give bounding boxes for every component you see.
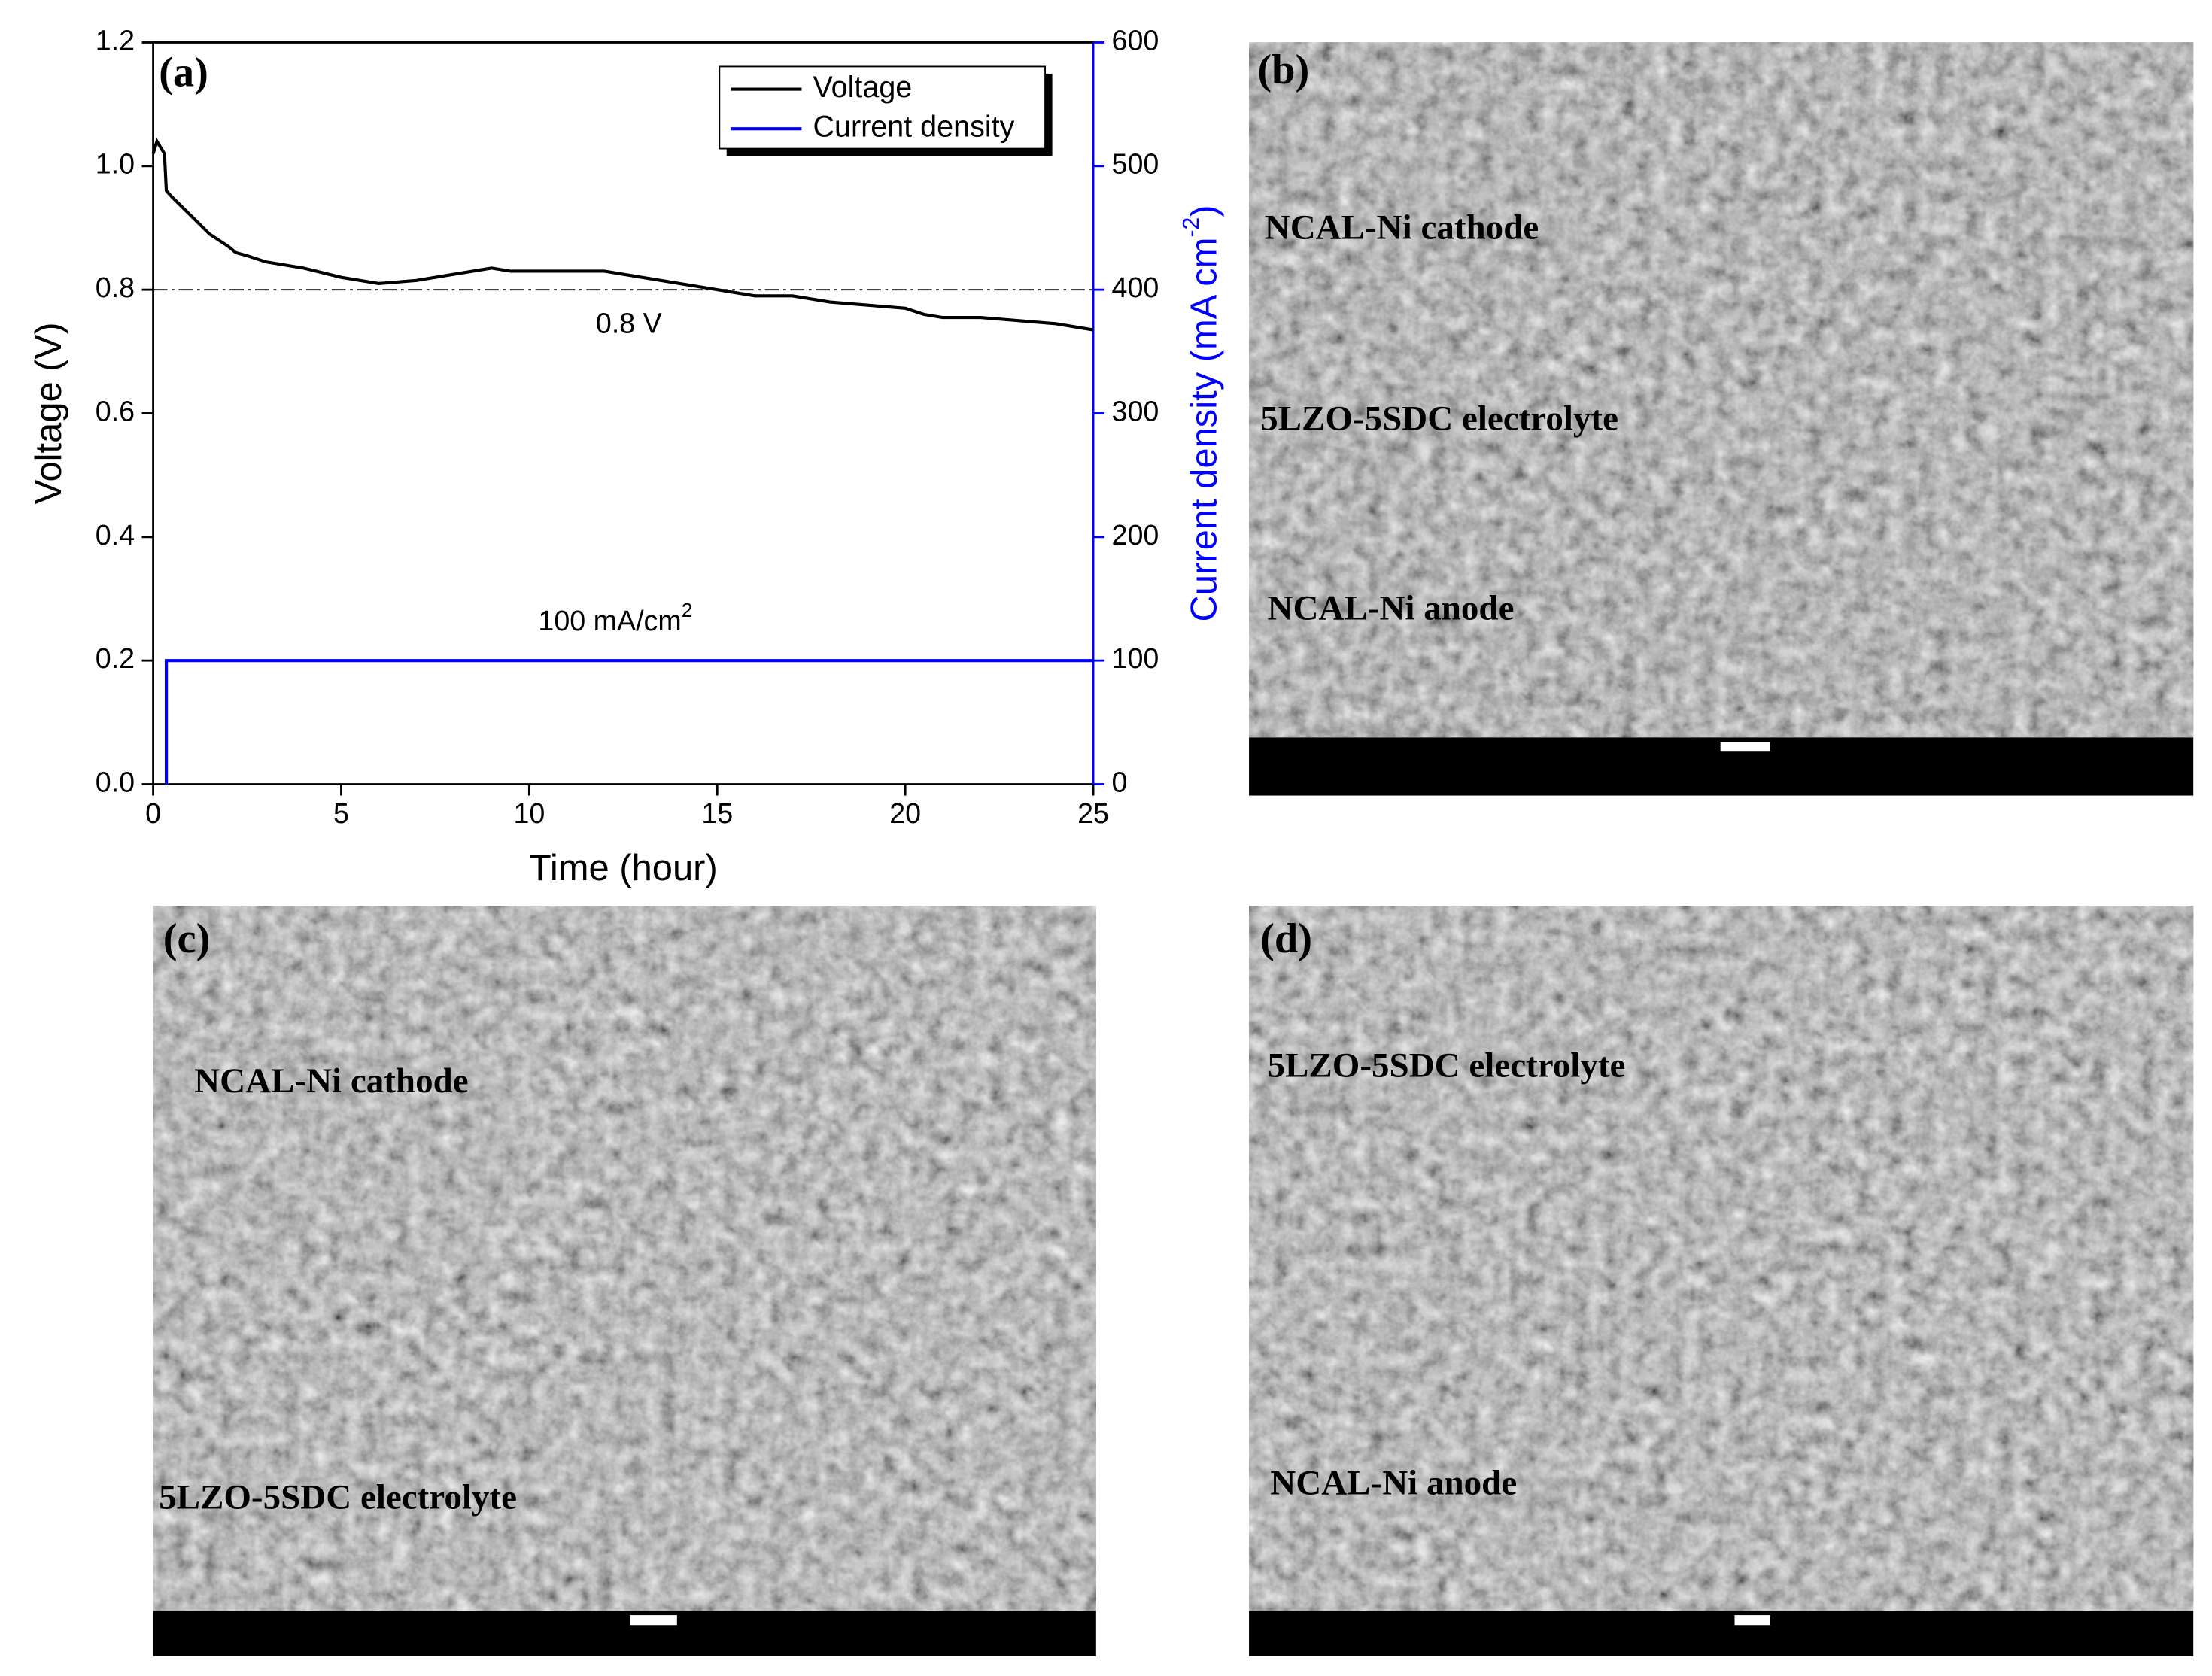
sem-info-bar [1249,1611,2194,1656]
x-tick-label: 0 [145,797,161,829]
info-text: WD 9.5mm [868,1637,943,1654]
legend-label: Current density [813,111,1014,144]
info-text: WD 9.2mm [1950,776,2025,794]
layer-label: NCAL-Ni cathode [1265,208,1539,247]
x-axis-label: Time (hour) [529,848,718,888]
y2-axis-label-part: Current density (mA cm [1184,238,1225,622]
y-tick-label: 0.2 [96,642,135,674]
y-axis-label: Voltage (V) [29,322,69,504]
layer-label: NCAL-Ni anode [1268,589,1515,628]
scale-text: 10µm JEOL [782,1616,866,1633]
panel-label: (b) [1257,47,1309,93]
sem-texture [1249,42,2194,738]
info-text: 20.0kV LED [1650,776,1743,794]
y2-axis-label-part: ) [1184,205,1225,217]
info-text: WD 10.1mm [1961,1637,2046,1654]
annotation-sup: 2 [682,599,693,621]
info-text: 15.0kV LED [1650,1637,1743,1654]
info-text: x65 [1487,776,1515,794]
layer-label: 5LZO-5SDC electrolyte [1268,1046,1626,1085]
current-annotation: 100 mA/cm2 [538,599,692,636]
scale-bar [1720,742,1770,752]
sem-info-bar [153,1611,1096,1656]
y2-tick-label: 500 [1112,148,1159,180]
y-tick-label: 0.0 [96,766,135,797]
y-tick-label: 1.0 [96,148,135,180]
y2-tick-label: 600 [1112,24,1159,56]
info-text: SEM [764,1637,792,1654]
scale-text: 10µm JEOL [1876,1616,1961,1633]
legend-box [719,65,1047,150]
y2-tick-label: 0 [1112,766,1128,797]
y2-axis-label-part: -2 [1179,217,1204,238]
y-tick-label: 0.4 [96,519,135,551]
reference-label: 0.8 V [596,308,662,339]
info-text: SEM [1851,776,1879,794]
layer-label: 5LZO-5SDC electrolyte [1260,399,1618,439]
series-line [165,659,1094,785]
y2-tick-label: 300 [1112,395,1159,427]
sem-texture [153,906,1096,1611]
layer-label: NCAL-Ni cathode [194,1061,468,1101]
info-text: x450 [1490,1637,1527,1654]
info-text: SEM [1852,1637,1880,1654]
legend-label: Voltage [813,71,912,104]
info-text: 15.0kV LED [555,1637,649,1654]
panel-label: (d) [1260,915,1312,962]
y-tick-label: 0.8 [96,272,135,303]
y2-tick-label: 200 [1112,519,1159,551]
y2-tick-label: 100 [1112,642,1159,674]
panel-label: (c) [163,915,211,962]
sem-texture [1249,906,2194,1611]
x-tick-label: 20 [889,797,921,829]
layer-label: NCAL-Ni anode [1270,1464,1517,1503]
x-tick-label: 5 [333,797,349,829]
info-text: x600 [393,1637,431,1654]
scale-text: 100µm JEOL [1876,742,1970,760]
y2-tick-label: 400 [1112,272,1159,303]
annotation-part: 100 mA/cm [538,605,681,636]
x-tick-label: 10 [513,797,545,829]
x-tick-label: 15 [701,797,733,829]
x-tick-label: 25 [1077,797,1109,829]
series-line [151,137,1094,332]
panel-label: (a) [159,50,208,96]
y-tick-label: 0.6 [96,395,135,427]
y2-axis-label: Current density (mA cm-2) [1179,205,1225,621]
scale-bar [630,1615,677,1626]
layer-label: 5LZO-5SDC electrolyte [159,1477,517,1517]
y-tick-label: 1.2 [96,24,135,56]
scale-bar [1734,1615,1770,1626]
